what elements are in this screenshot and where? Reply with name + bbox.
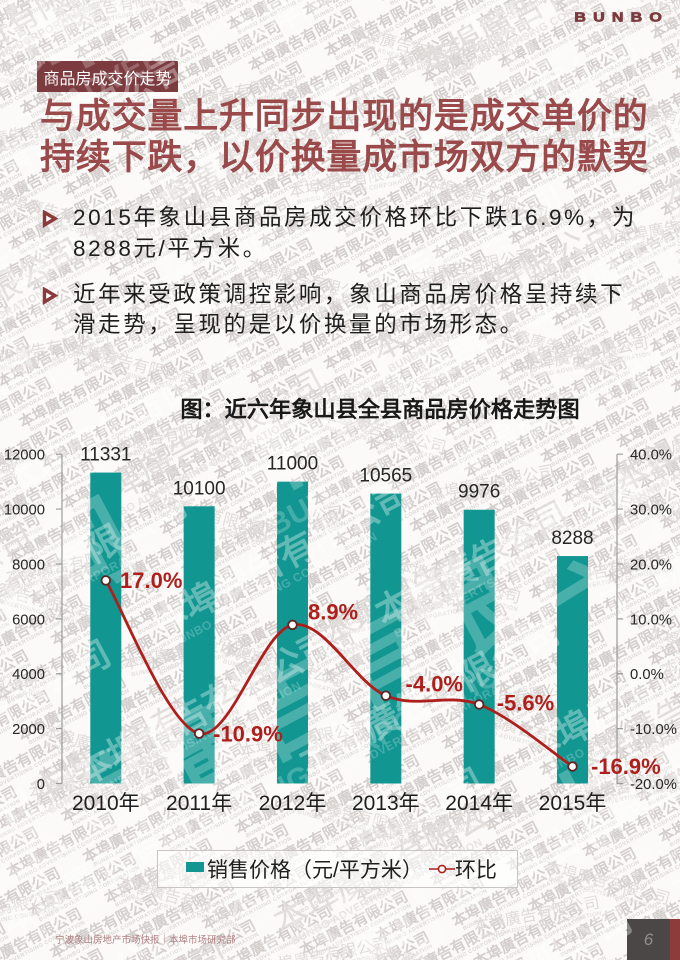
right-axis-label: -20.0% — [630, 777, 677, 793]
bar-value-label: 10100 — [173, 478, 226, 499]
chart-legend: 销售价格（元/平方米） 环比 — [157, 850, 518, 888]
bar — [463, 509, 495, 784]
line-marker — [100, 575, 112, 586]
bar — [276, 481, 308, 784]
left-axis-label: 4000 — [12, 667, 45, 683]
legend-line-circle — [437, 864, 447, 874]
pct-label: -5.6% — [497, 691, 554, 716]
left-axis-label: 0 — [37, 777, 45, 793]
right-axis-label: 30.0% — [630, 503, 672, 519]
bar-series-label: 销售价格（元/平方米） — [207, 859, 423, 882]
line-marker — [287, 619, 298, 631]
price-trend-chart: 0 2000 4000 6000 8000 10000 12000 -20.0% -10.0% 0… — [4, 445, 677, 815]
page-title: 与成交量上升同步出现的是成交单价的 持续下跌，以价换量成市场双方的默契 — [40, 96, 649, 178]
pct-label: -16.9% — [591, 754, 661, 779]
left-axis-label: 6000 — [12, 612, 45, 628]
right-axis-label: 10.0% — [630, 612, 672, 628]
line-marker — [380, 690, 392, 701]
left-axis — [56, 453, 63, 785]
page-number-box: 6 — [627, 919, 670, 960]
right-axis-label: 0.0% — [630, 667, 664, 683]
line-marker — [567, 761, 578, 772]
left-axis-label: 2000 — [12, 722, 45, 738]
bar-value-label: 11000 — [267, 454, 318, 475]
bar-value-label: 9976 — [458, 482, 500, 503]
section-badge: 商品房成交价走势 — [37, 61, 178, 92]
footer-text: 宁波象山房地产市场快报｜本埠市场研究部 — [55, 935, 236, 946]
page-edge-stripe — [670, 919, 680, 960]
chart-title: 图：近六年象山县全县商品房价格走势图 — [180, 397, 580, 422]
pct-label: 17.0% — [120, 568, 182, 593]
bar — [557, 556, 588, 784]
pct-label: -10.9% — [213, 722, 283, 747]
right-axis-label: 20.0% — [630, 557, 672, 573]
right-axis-label: 40.0% — [630, 448, 672, 464]
line-series-label: 环比 — [454, 859, 497, 882]
page-title-line: 持续下跌，以价换量成市场双方的默契 — [40, 138, 649, 177]
bullet-text: 近年来受政策调控影响，象山商品房价格呈持续下 滑走势，呈现的是以价换量的市场形态。 — [73, 281, 626, 338]
pct-label: 8.9% — [308, 600, 358, 625]
bar-value-label: 11331 — [80, 445, 131, 466]
left-axis-label: 8000 — [12, 557, 45, 573]
right-axis-label: -10.0% — [630, 722, 677, 738]
triangle-bullet-icon — [42, 286, 58, 305]
pct-label: -4.0% — [406, 672, 463, 697]
bullet-list: 2015年象山县商品房成交价格环比下跌16.9%，为 8288元/平方米。 近年来受… — [42, 203, 652, 356]
line-series-marker — [428, 864, 455, 874]
line-marker — [193, 728, 205, 739]
x-axis-label: 2014年 — [445, 792, 513, 815]
bar-series-swatch — [186, 862, 204, 872]
triangle-bullet-icon — [42, 210, 58, 228]
bar — [90, 472, 122, 784]
left-axis-label: 10000 — [4, 503, 45, 519]
x-axis-label: 2011年 — [166, 792, 232, 815]
bullet-item: 2015年象山县商品房成交价格环比下跌16.9%，为 8288元/平方米。 — [42, 203, 652, 265]
x-axis-label: 2010年 — [72, 792, 140, 815]
x-axis-label: 2012年 — [259, 792, 327, 815]
x-axis-label: 2013年 — [352, 792, 420, 815]
right-axis — [616, 453, 623, 785]
price-trend-chart-bars — [90, 472, 588, 784]
bar — [370, 493, 402, 784]
brand-logo: BUNBO — [574, 11, 669, 25]
bar-value-label: 8288 — [551, 528, 593, 549]
left-axis-label: 12000 — [4, 448, 45, 464]
x-axis-label: 2015年 — [539, 792, 607, 815]
page-number: 6 — [643, 929, 654, 949]
bar-value-label: 10565 — [359, 466, 412, 487]
page-title-line: 与成交量上升同步出现的是成交单价的 — [40, 97, 649, 136]
line-marker — [473, 699, 485, 710]
bullet-text: 2015年象山县商品房成交价格环比下跌16.9%，为 8288元/平方米。 — [73, 205, 637, 261]
bullet-item: 近年来受政策调控影响，象山商品房价格呈持续下 滑走势，呈现的是以价换量的市场形态。 — [42, 280, 652, 342]
